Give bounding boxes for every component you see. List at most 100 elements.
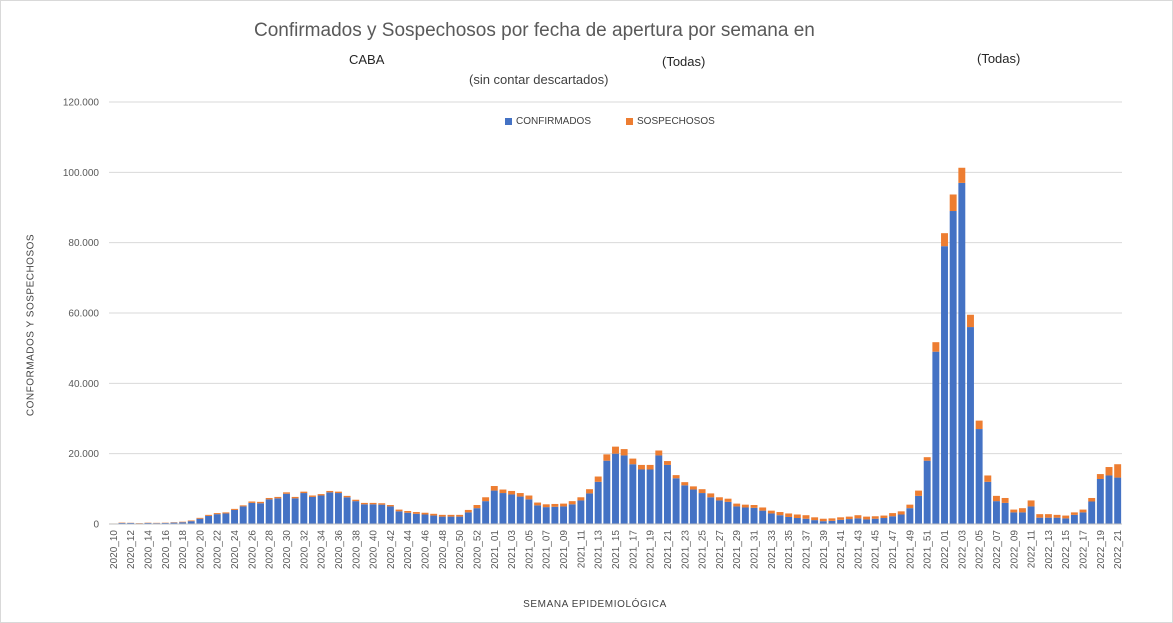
bar-confirmados	[672, 478, 680, 524]
bar-confirmados	[248, 502, 256, 524]
bar-sospechosos	[941, 233, 948, 247]
x-tick-label: 2022_15	[1061, 530, 1072, 569]
bar-sospechosos	[793, 514, 801, 519]
bar-sospechosos	[464, 509, 472, 513]
bar-confirmados	[733, 506, 741, 524]
bar-confirmados	[404, 512, 412, 524]
bar-sospechosos	[300, 491, 308, 494]
bar-confirmados	[837, 519, 845, 524]
bar-confirmados	[923, 460, 931, 524]
bar-confirmados	[932, 351, 940, 524]
bar-sospechosos	[975, 420, 983, 430]
x-tick-label: 2020_48	[438, 530, 449, 569]
x-tick-label: 2020_20	[195, 530, 206, 569]
bar-confirmados	[473, 508, 481, 524]
bar-sospechosos	[222, 512, 230, 514]
bar-sospechosos	[326, 490, 334, 493]
bar-sospechosos	[257, 501, 264, 504]
bar-confirmados	[889, 516, 897, 524]
bar-confirmados	[508, 494, 516, 524]
bar-sospechosos	[265, 497, 273, 500]
bar-confirmados	[759, 510, 767, 524]
bar-sospechosos	[715, 497, 723, 501]
subtitle-caba: CABA	[349, 52, 385, 67]
bar-sospechosos	[932, 342, 940, 352]
bar-confirmados	[802, 518, 810, 524]
bar-confirmados	[118, 522, 126, 524]
bar-confirmados	[620, 455, 628, 524]
bar-sospechosos	[516, 493, 524, 497]
bar-confirmados	[568, 504, 576, 524]
bar-sospechosos	[724, 498, 732, 502]
x-tick-label: 2020_34	[317, 530, 328, 569]
bar-confirmados	[257, 503, 264, 524]
bar-sospechosos	[534, 502, 542, 506]
x-tick-label: 2021_17	[628, 530, 639, 569]
bar-confirmados	[360, 504, 368, 524]
bar-confirmados	[785, 516, 793, 524]
bar-sospechosos	[395, 509, 403, 512]
x-tick-label: 2021_43	[853, 530, 864, 569]
bar-sospechosos	[542, 504, 550, 508]
bar-confirmados	[231, 509, 239, 524]
bar-sospechosos	[992, 495, 1000, 502]
bar-sospechosos	[438, 514, 446, 517]
x-axis-label: SEMANA EPIDEMIOLÓGICA	[523, 599, 667, 610]
x-tick-label: 2020_40	[369, 530, 380, 569]
bar-confirmados	[1010, 512, 1018, 524]
x-tick-label: 2022_03	[957, 530, 968, 569]
bar-sospechosos	[577, 497, 585, 501]
bar-confirmados	[915, 495, 922, 524]
x-tick-label: 2020_44	[403, 530, 414, 569]
bar-confirmados	[663, 464, 671, 524]
legend-label-confirmados: CONFIRMADOS	[516, 116, 591, 127]
bar-sospechosos	[213, 513, 221, 515]
y-tick-label: 80.000	[68, 238, 99, 249]
x-tick-label: 2022_05	[975, 530, 986, 569]
subtitle-todas-2: (Todas)	[977, 51, 1021, 66]
bar-confirmados	[464, 512, 472, 524]
bar-confirmados	[871, 518, 879, 524]
x-tick-label: 2021_07	[542, 530, 553, 569]
bar-confirmados	[819, 521, 827, 524]
bar-sospechosos	[1044, 514, 1052, 518]
x-tick-label: 2021_27	[715, 530, 726, 569]
bar-sospechosos	[776, 512, 784, 516]
bar-confirmados	[283, 493, 290, 524]
x-tick-label: 2020_28	[265, 530, 276, 569]
bar-sospechosos	[412, 512, 420, 514]
bar-confirmados	[525, 499, 533, 524]
bar-confirmados	[1018, 512, 1026, 524]
bar-sospechosos	[863, 516, 871, 520]
y-tick-label: 120.000	[63, 98, 100, 109]
x-tick-label: 2021_35	[784, 530, 795, 569]
bar-sospechosos	[923, 457, 931, 461]
bar-confirmados	[309, 496, 316, 524]
bar-confirmados	[317, 495, 325, 524]
x-tick-label: 2022_01	[940, 530, 951, 569]
bar-sospechosos	[248, 501, 256, 503]
bar-confirmados	[161, 522, 169, 524]
bar-sospechosos	[915, 490, 922, 496]
x-tick-label: 2022_13	[1044, 530, 1055, 569]
bar-confirmados	[490, 490, 498, 524]
bar-sospechosos	[594, 476, 602, 482]
bar-sospechosos	[958, 167, 966, 183]
bar-confirmados	[906, 508, 914, 524]
bar-confirmados	[767, 513, 775, 524]
bar-sospechosos	[378, 503, 386, 505]
x-tick-label: 2020_46	[421, 530, 432, 569]
bar-confirmados	[291, 498, 299, 524]
bar-confirmados	[698, 493, 706, 524]
bar-confirmados	[863, 519, 871, 524]
bar-confirmados	[1070, 514, 1078, 524]
bar-sospechosos	[871, 516, 879, 519]
bar-confirmados	[395, 511, 403, 524]
x-tick-label: 2022_11	[1027, 530, 1038, 569]
bar-confirmados	[239, 506, 247, 524]
bar-confirmados	[378, 504, 386, 524]
x-tick-label: 2021_45	[871, 530, 882, 569]
x-tick-label: 2021_03	[507, 530, 518, 569]
bar-sospechosos	[360, 502, 368, 505]
x-tick-label: 2022_21	[1113, 530, 1124, 569]
